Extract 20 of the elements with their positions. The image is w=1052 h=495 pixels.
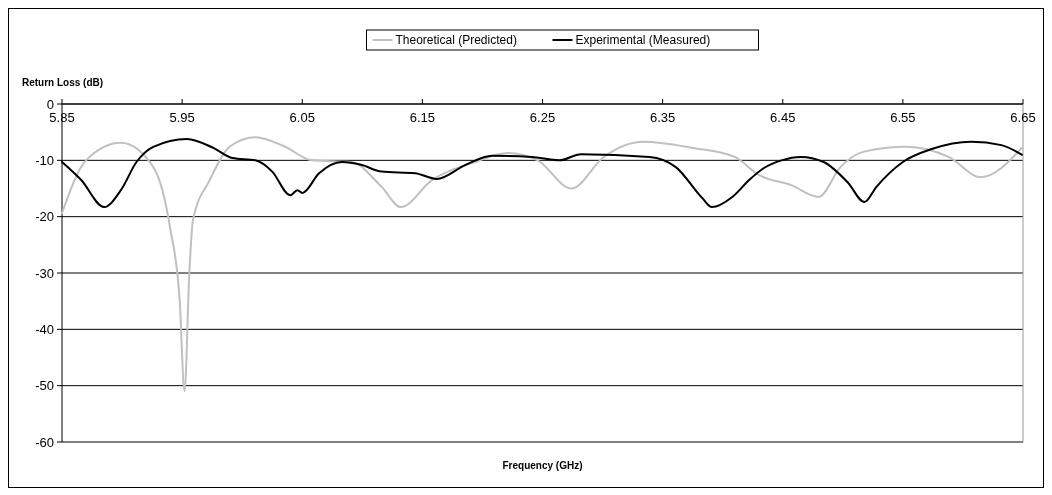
x-axis-title: Frequency (GHz) <box>502 460 583 471</box>
y-tick-label: -30 <box>35 265 54 281</box>
x-tick-label: 5.85 <box>49 110 75 125</box>
x-tick-label: 6.35 <box>649 110 676 125</box>
y-tick-label: -20 <box>35 209 54 225</box>
x-tick-label: 6.65 <box>1010 110 1036 125</box>
x-tick-label: 6.15 <box>409 110 436 125</box>
legend-label: Experimental (Measured) <box>575 33 711 48</box>
x-tick-label: 5.95 <box>169 110 195 125</box>
y-tick-label: -40 <box>35 321 54 337</box>
y-tick-label: -60 <box>35 434 54 450</box>
y-tick-label: -50 <box>35 378 54 394</box>
y-tick-label: 0 <box>46 96 54 112</box>
x-tick-label: 6.25 <box>529 110 556 125</box>
x-tick-label: 6.45 <box>770 110 796 125</box>
x-tick-label: 6.55 <box>890 110 916 125</box>
x-tick-label: 6.05 <box>289 110 315 125</box>
y-tick-label: -10 <box>35 152 54 168</box>
y-axis-title: Return Loss (dB) <box>22 77 104 88</box>
legend-label: Theoretical (Predicted) <box>395 33 517 48</box>
